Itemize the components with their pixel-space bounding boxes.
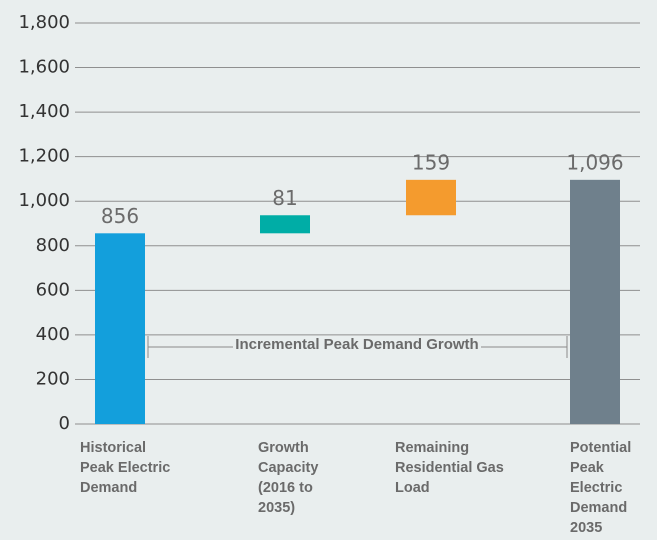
bar (570, 179, 620, 424)
y-tick-label: 200 (36, 368, 70, 389)
x-tick-label: Historical Peak Electric Demand (80, 440, 171, 496)
y-tick-label: 600 (36, 279, 70, 300)
x-tick-label: Growth Capacity (2016 to 2035) (258, 440, 319, 516)
x-tick-label: Remaining Residential Gas Load (395, 440, 504, 496)
y-tick-label: 1,800 (18, 12, 70, 33)
annotation-text: Incremental Peak Demand Growth (233, 336, 481, 353)
bar (260, 215, 310, 234)
y-tick-label: 400 (36, 324, 70, 345)
bar (95, 233, 145, 424)
value-label: 81 (272, 186, 297, 210)
y-tick-label: 1,400 (18, 101, 70, 122)
x-tick-label: Potential Peak Electric Demand 2035 (570, 440, 632, 536)
y-tick-label: 800 (36, 235, 70, 256)
value-label: 856 (101, 204, 139, 228)
y-tick-label: 1,000 (18, 190, 70, 211)
value-label: 1,096 (566, 150, 623, 174)
y-tick-label: 0 (59, 413, 70, 434)
y-tick-label: 1,600 (18, 57, 70, 78)
bar (406, 179, 456, 216)
value-label: 159 (412, 150, 450, 174)
annotation: Incremental Peak Demand Growth (227, 334, 487, 356)
y-tick-label: 1,200 (18, 146, 70, 167)
